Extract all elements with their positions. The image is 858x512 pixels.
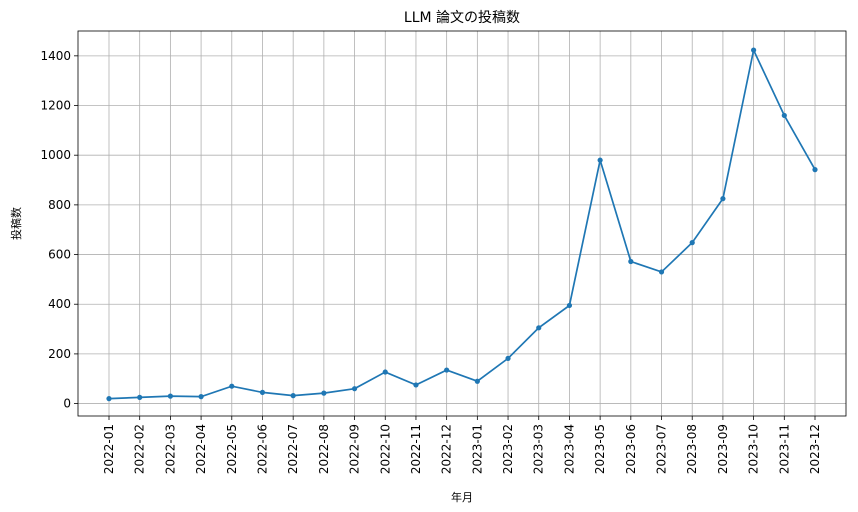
data-point <box>536 325 542 331</box>
x-tick-label: 2022-09 <box>348 424 362 474</box>
data-point <box>259 389 266 396</box>
x-tick-label: 2022-05 <box>225 424 239 474</box>
x-tick-label: 2023-12 <box>808 424 822 474</box>
x-tick-label: 2023-10 <box>747 424 761 474</box>
data-point <box>781 112 787 119</box>
data-point <box>351 386 358 392</box>
x-tick-label: 2023-11 <box>777 424 791 474</box>
data-point <box>382 369 388 375</box>
y-axis-label: 投稿数 <box>9 207 23 240</box>
x-tick-label: 2022-02 <box>133 424 147 474</box>
y-tick-label: 200 <box>48 347 71 361</box>
data-point <box>812 167 818 173</box>
y-tick-label: 800 <box>48 198 71 212</box>
x-axis-label: 年月 <box>451 490 473 504</box>
data-point <box>444 367 450 373</box>
grid <box>78 31 846 416</box>
y-tick-label: 1200 <box>40 99 71 113</box>
y-tick-label: 1400 <box>40 49 71 63</box>
y-tick-label: 0 <box>63 397 71 411</box>
data-point <box>474 378 480 384</box>
x-tick-label: 2022-07 <box>286 424 300 474</box>
x-tick-label: 2022-11 <box>409 424 423 474</box>
x-tick-label: 2023-08 <box>685 424 699 474</box>
x-tick-label: 2023-07 <box>655 424 669 474</box>
series <box>106 47 818 402</box>
data-point <box>167 393 173 399</box>
data-point <box>106 396 112 402</box>
x-tick-label: 2022-03 <box>163 424 177 474</box>
data-point <box>413 382 419 388</box>
y-tick-label: 400 <box>48 297 71 311</box>
x-axis: 2022-01 2022-02 2022-03 2022-04 2022-05 2022-… <box>102 416 822 474</box>
x-tick-label: 2023-04 <box>562 424 576 474</box>
x-tick-label: 2023-09 <box>716 424 730 474</box>
data-point <box>597 157 603 163</box>
data-point <box>566 302 573 309</box>
data-point <box>751 47 757 53</box>
x-tick-label: 2022-10 <box>378 424 392 474</box>
y-tick-label: 1000 <box>40 148 71 162</box>
x-tick-label: 2022-01 <box>102 424 116 474</box>
data-point <box>137 394 143 400</box>
x-tick-label: 2023-03 <box>532 424 546 474</box>
x-tick-label: 2022-12 <box>440 424 454 474</box>
y-axis: 0 200 400 600 800 1000 1200 1400 <box>40 49 78 411</box>
data-point <box>321 390 327 396</box>
data-point <box>720 196 726 202</box>
x-tick-label: 2022-08 <box>317 424 331 474</box>
data-point <box>628 258 634 265</box>
series-line <box>108 47 816 400</box>
data-point <box>198 394 204 400</box>
x-tick-label: 2023-05 <box>593 424 607 474</box>
x-tick-label: 2023-02 <box>501 424 515 474</box>
chart-title: LLM 論文の投稿数 <box>404 10 520 26</box>
data-point <box>658 269 665 275</box>
x-tick-label: 2022-06 <box>255 424 269 474</box>
data-point <box>505 355 511 361</box>
data-point <box>689 240 695 246</box>
x-tick-label: 2022-04 <box>194 424 208 474</box>
x-tick-label: 2023-01 <box>470 424 484 474</box>
data-point <box>290 393 296 399</box>
data-point <box>229 383 235 389</box>
y-tick-label: 600 <box>48 248 71 262</box>
x-tick-label: 2023-06 <box>624 424 638 474</box>
plot-frame <box>77 30 847 417</box>
